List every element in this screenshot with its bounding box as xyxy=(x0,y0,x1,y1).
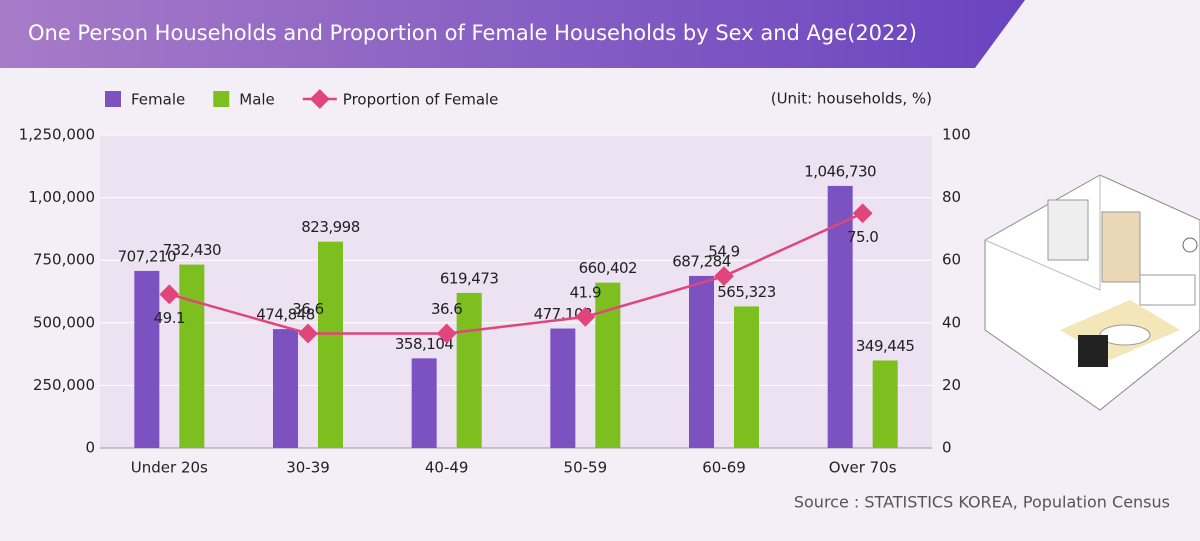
y2-tick-label: 20 xyxy=(942,376,961,394)
x-tick-label: Over 70s xyxy=(829,459,897,477)
unit-label: (Unit: households, %) xyxy=(771,90,932,108)
y-tick-label: 1,250,000 xyxy=(19,126,95,144)
value-label: 49.1 xyxy=(154,309,185,327)
value-label: 823,998 xyxy=(301,218,360,236)
y2-tick-label: 0 xyxy=(942,439,952,457)
line-marker xyxy=(714,266,734,287)
value-label: 36.6 xyxy=(292,300,323,318)
value-label: 660,402 xyxy=(579,259,638,277)
source: Source : STATISTICS KOREA, Population Ce… xyxy=(794,493,1170,512)
bar xyxy=(550,328,576,448)
x-tick-label: Under 20s xyxy=(131,459,208,477)
line xyxy=(168,212,864,335)
bar xyxy=(134,270,160,448)
value-label: 732,430 xyxy=(163,241,222,259)
y-tick-label: 0 xyxy=(85,439,95,457)
value-label: 565,323 xyxy=(717,283,776,301)
bar xyxy=(734,306,759,448)
value-label: 707,210 xyxy=(118,247,177,265)
y2-tick-label: 60 xyxy=(942,251,961,269)
value-label: 474,848 xyxy=(256,306,315,324)
value-label: 1,046,730 xyxy=(804,162,876,180)
bar xyxy=(318,241,343,448)
line-marker xyxy=(436,323,457,344)
room-illustration xyxy=(984,174,1200,411)
value-label: 41.9 xyxy=(570,283,601,301)
bar xyxy=(273,329,298,448)
line-marker xyxy=(575,306,596,327)
line-marker xyxy=(159,284,180,305)
value-label: 36.6 xyxy=(431,300,462,318)
value-label: 54.9 xyxy=(708,243,739,261)
x-tick-label: 60-69 xyxy=(702,459,746,477)
value-label: 349,445 xyxy=(856,337,915,355)
x-tick-label: 50-59 xyxy=(564,459,608,477)
y-tick-label: 1,00,000 xyxy=(28,188,95,206)
bar xyxy=(456,292,482,448)
y2-tick-label: 40 xyxy=(942,313,961,331)
legend-label: Female xyxy=(131,91,185,109)
plot-area xyxy=(100,135,932,448)
bar xyxy=(179,264,205,448)
x-tick-label: 40-49 xyxy=(425,459,469,477)
y-tick-label: 500,000 xyxy=(33,313,95,331)
bar xyxy=(827,185,853,448)
x-tick-label: 30-39 xyxy=(286,459,330,477)
value-label: 687,284 xyxy=(672,252,731,270)
y2-tick-label: 80 xyxy=(942,188,961,206)
legend-label: Proportion of Female xyxy=(343,91,499,109)
value-label: 75.0 xyxy=(847,228,878,246)
legend-swatch xyxy=(105,91,121,107)
chart-title: One Person Households and Proportion of … xyxy=(28,21,917,45)
bar xyxy=(872,360,898,448)
legend-swatch xyxy=(213,91,230,107)
value-label: 358,104 xyxy=(395,335,454,353)
y-tick-label: 750,000 xyxy=(33,251,95,269)
y-tick-label: 250,000 xyxy=(33,376,95,394)
title-band xyxy=(0,0,1025,68)
legend-label: Male xyxy=(239,91,275,109)
value-label: 619,473 xyxy=(440,269,499,287)
y2-tick-label: 100 xyxy=(942,126,971,144)
bar xyxy=(689,275,714,448)
line-marker xyxy=(298,323,318,344)
legend-marker xyxy=(309,89,330,109)
bar xyxy=(411,358,437,448)
